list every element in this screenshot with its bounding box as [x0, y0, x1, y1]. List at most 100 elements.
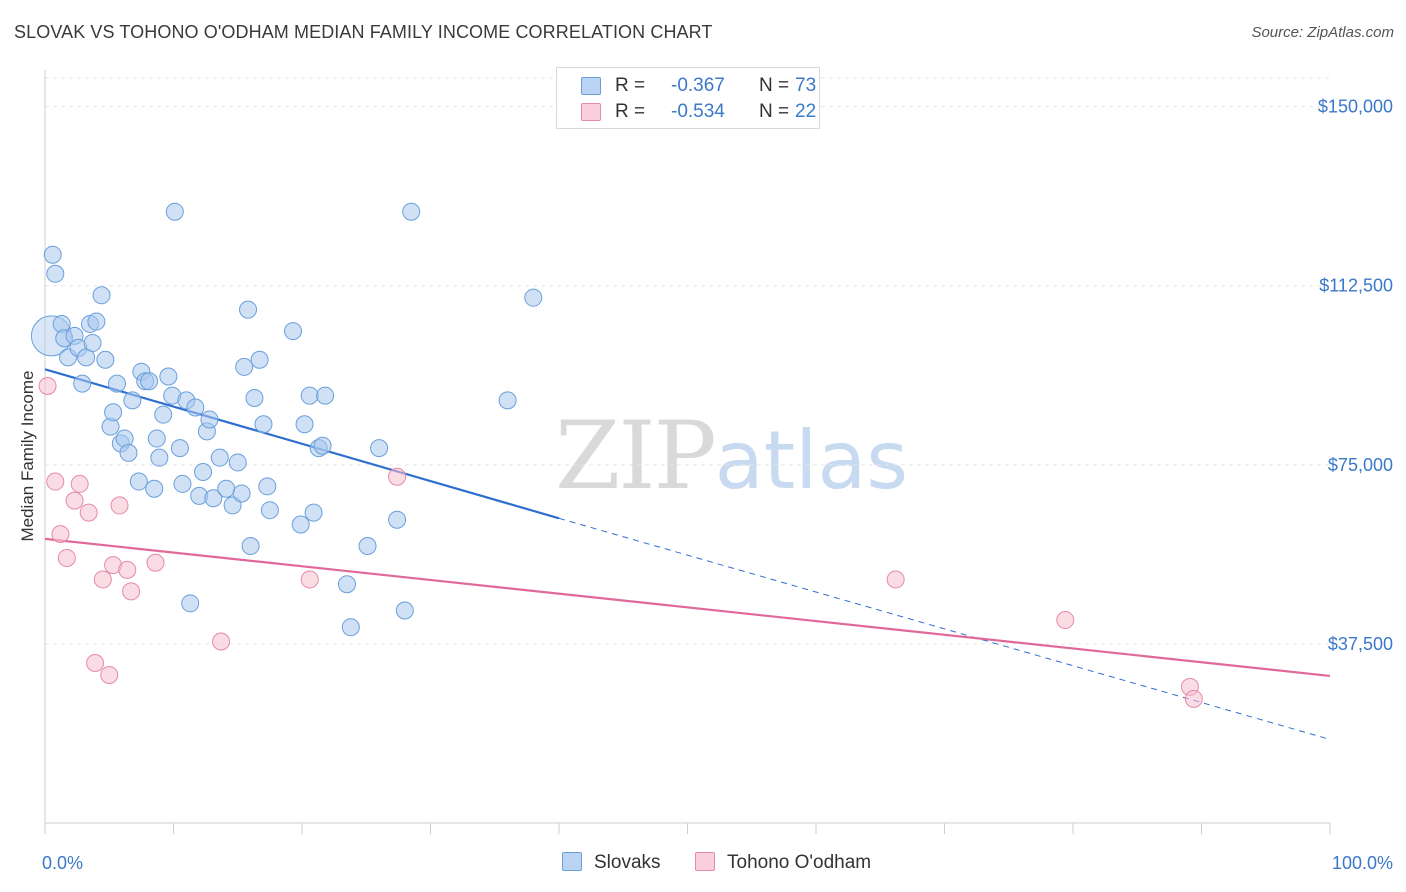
point-slovaks	[284, 322, 303, 341]
point-slovaks	[210, 448, 229, 467]
point-slovaks	[147, 429, 166, 448]
point-tohono	[122, 582, 141, 601]
point-slovaks	[87, 312, 106, 331]
legend-r-label: R =	[615, 101, 646, 122]
point-slovaks	[232, 484, 251, 503]
point-tohono	[1184, 689, 1203, 708]
legend-n-label: N =	[759, 101, 790, 122]
y-tick-label: $112,500	[1319, 276, 1393, 296]
point-slovaks	[119, 443, 138, 462]
point-slovaks	[313, 436, 332, 455]
point-tohono	[70, 474, 89, 493]
point-slovaks	[107, 374, 126, 393]
point-slovaks	[194, 462, 213, 481]
point-slovaks	[316, 386, 335, 405]
data-points	[30, 202, 1203, 708]
legend-r-value-tohono: -0.534	[671, 101, 725, 122]
point-slovaks	[217, 479, 236, 498]
point-slovaks	[388, 510, 407, 529]
point-slovaks	[104, 403, 123, 422]
point-slovaks	[524, 288, 543, 307]
point-slovaks	[254, 415, 273, 434]
trend-line-tohono	[44, 537, 1331, 678]
y-tick-label: $37,500	[1328, 634, 1393, 654]
bottom-legend-slovaks: Slovaks	[562, 852, 661, 874]
x-tick-label: 100.0%	[1332, 853, 1393, 873]
point-slovaks	[165, 202, 184, 221]
axes	[44, 70, 1331, 834]
point-slovaks	[223, 496, 242, 515]
y-axis-label: Median Family Income	[18, 370, 37, 542]
point-slovaks	[498, 391, 517, 410]
point-slovaks	[170, 439, 189, 458]
bottom-legend-swatch-slovaks	[562, 852, 582, 871]
point-slovaks	[258, 477, 277, 496]
legend-swatch-tohono	[581, 103, 601, 121]
point-slovaks	[245, 388, 264, 407]
point-slovaks	[83, 334, 102, 353]
point-slovaks	[250, 350, 269, 369]
legend-n-label: N =	[759, 75, 790, 96]
point-tohono	[212, 632, 231, 651]
point-slovaks	[43, 245, 62, 264]
point-tohono	[38, 377, 57, 396]
point-slovaks	[235, 357, 254, 376]
source-label: Source: ZipAtlas.com	[1251, 24, 1394, 41]
watermark: ZIPatlas	[555, 402, 908, 511]
point-tohono	[146, 553, 165, 572]
trend-line-slovaks-extension	[558, 517, 1331, 740]
point-slovaks	[228, 453, 247, 472]
point-tohono	[93, 570, 112, 589]
point-slovaks	[46, 264, 65, 283]
point-slovaks	[123, 391, 142, 410]
legend-r-value-slovaks: -0.367	[671, 75, 725, 96]
point-slovaks	[239, 300, 258, 319]
point-tohono	[57, 548, 76, 567]
point-tohono	[118, 560, 137, 579]
point-slovaks	[92, 286, 111, 305]
point-slovaks	[73, 374, 92, 393]
point-slovaks	[129, 472, 148, 491]
watermark-atlas: atlas	[714, 414, 909, 507]
point-slovaks	[173, 474, 192, 493]
point-slovaks	[204, 489, 223, 508]
y-tick-label: $75,000	[1328, 455, 1393, 475]
trend-lines	[44, 368, 1331, 740]
point-slovaks	[341, 618, 360, 637]
point-slovaks	[96, 350, 115, 369]
point-slovaks	[181, 594, 200, 613]
correlation-legend: R = -0.367 N = 73 R = -0.534 N = 22	[556, 67, 820, 129]
point-slovaks	[304, 503, 323, 522]
point-slovaks	[395, 601, 414, 620]
y-tick-label: $150,000	[1318, 97, 1393, 117]
legend-r-label: R =	[615, 75, 646, 96]
watermark-zip: ZIP	[555, 402, 717, 511]
legend-swatch-slovaks	[581, 77, 601, 95]
point-slovaks	[402, 202, 421, 221]
point-slovaks	[241, 537, 260, 556]
point-tohono	[300, 570, 319, 589]
bottom-legend-label-tohono: Tohono O'odham	[727, 852, 872, 873]
chart-title: SLOVAK VS TOHONO O'ODHAM MEDIAN FAMILY I…	[14, 22, 713, 42]
point-slovaks	[291, 515, 310, 534]
point-slovaks	[154, 405, 173, 424]
point-tohono	[100, 665, 119, 684]
point-slovaks	[200, 410, 219, 429]
legend-n-value-tohono: 22	[795, 101, 817, 122]
point-tohono	[86, 654, 105, 673]
bottom-legend-tohono: Tohono O'odham	[695, 852, 871, 874]
bottom-legend-label-slovaks: Slovaks	[594, 852, 661, 873]
point-tohono	[79, 503, 98, 522]
point-slovaks	[186, 398, 205, 417]
point-slovaks	[140, 372, 159, 391]
point-slovaks	[358, 537, 377, 556]
point-tohono	[65, 491, 84, 510]
tick-labels: $37,500 $75,000 $112,500 $150,000 0.0% 100.0%	[42, 97, 1393, 873]
point-tohono	[110, 496, 129, 515]
point-tohono	[388, 467, 407, 486]
point-slovaks	[370, 439, 389, 458]
point-slovaks	[337, 575, 356, 594]
point-slovaks	[145, 479, 164, 498]
bottom-legend-swatch-tohono	[695, 852, 715, 871]
